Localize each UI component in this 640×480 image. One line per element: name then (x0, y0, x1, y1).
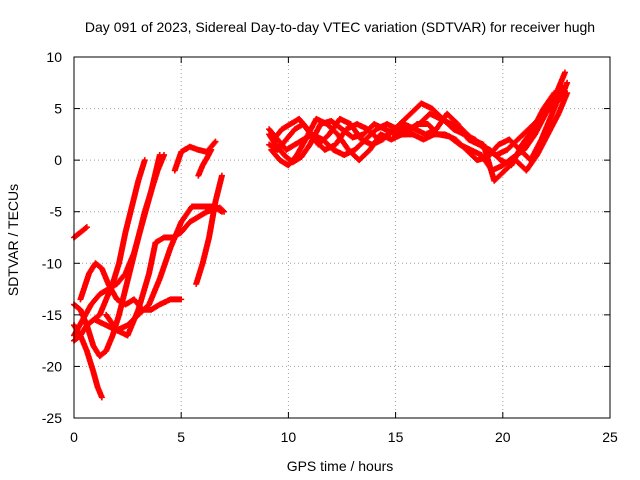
y-tick-label: 10 (46, 49, 62, 65)
data-point-markers (77, 260, 185, 313)
data-series-track-11 (193, 172, 225, 287)
data-series-track-16 (270, 84, 568, 169)
y-tick-label: -15 (42, 307, 62, 323)
x-tick-label: 10 (281, 429, 297, 445)
x-tick-label: 0 (70, 429, 78, 445)
data-point-markers (103, 204, 228, 339)
y-tick-label: -25 (42, 410, 62, 426)
x-tick-label: 25 (602, 429, 618, 445)
x-axis-label: GPS time / hours (287, 458, 394, 474)
chart-title: Day 091 of 2023, Sidereal Day-to-day VTE… (85, 19, 595, 35)
x-tick-label: 20 (495, 429, 511, 445)
grid (74, 57, 610, 418)
data-point-markers (270, 84, 568, 169)
plot-frame (73, 56, 611, 419)
data-point-markers (195, 146, 215, 179)
y-tick-label: 5 (54, 101, 62, 117)
data-layer (71, 69, 571, 401)
data-series-track-8 (103, 204, 228, 339)
y-tick-label: -20 (42, 358, 62, 374)
y-axis-label: SDTVAR / TECUs (5, 184, 21, 296)
x-tick-label: 5 (177, 429, 185, 445)
x-tick-label: 15 (388, 429, 404, 445)
data-point-markers (193, 172, 225, 287)
y-tick-label: 0 (54, 152, 62, 168)
data-series-track-10 (195, 146, 215, 179)
y-tick-label: -10 (42, 255, 62, 271)
y-tick-label: -5 (50, 204, 63, 220)
ticks: 0 5 10 15 20 25 -25 -20 -15 -10 -5 0 5 10 (42, 49, 618, 445)
data-series-track-6 (77, 260, 185, 313)
